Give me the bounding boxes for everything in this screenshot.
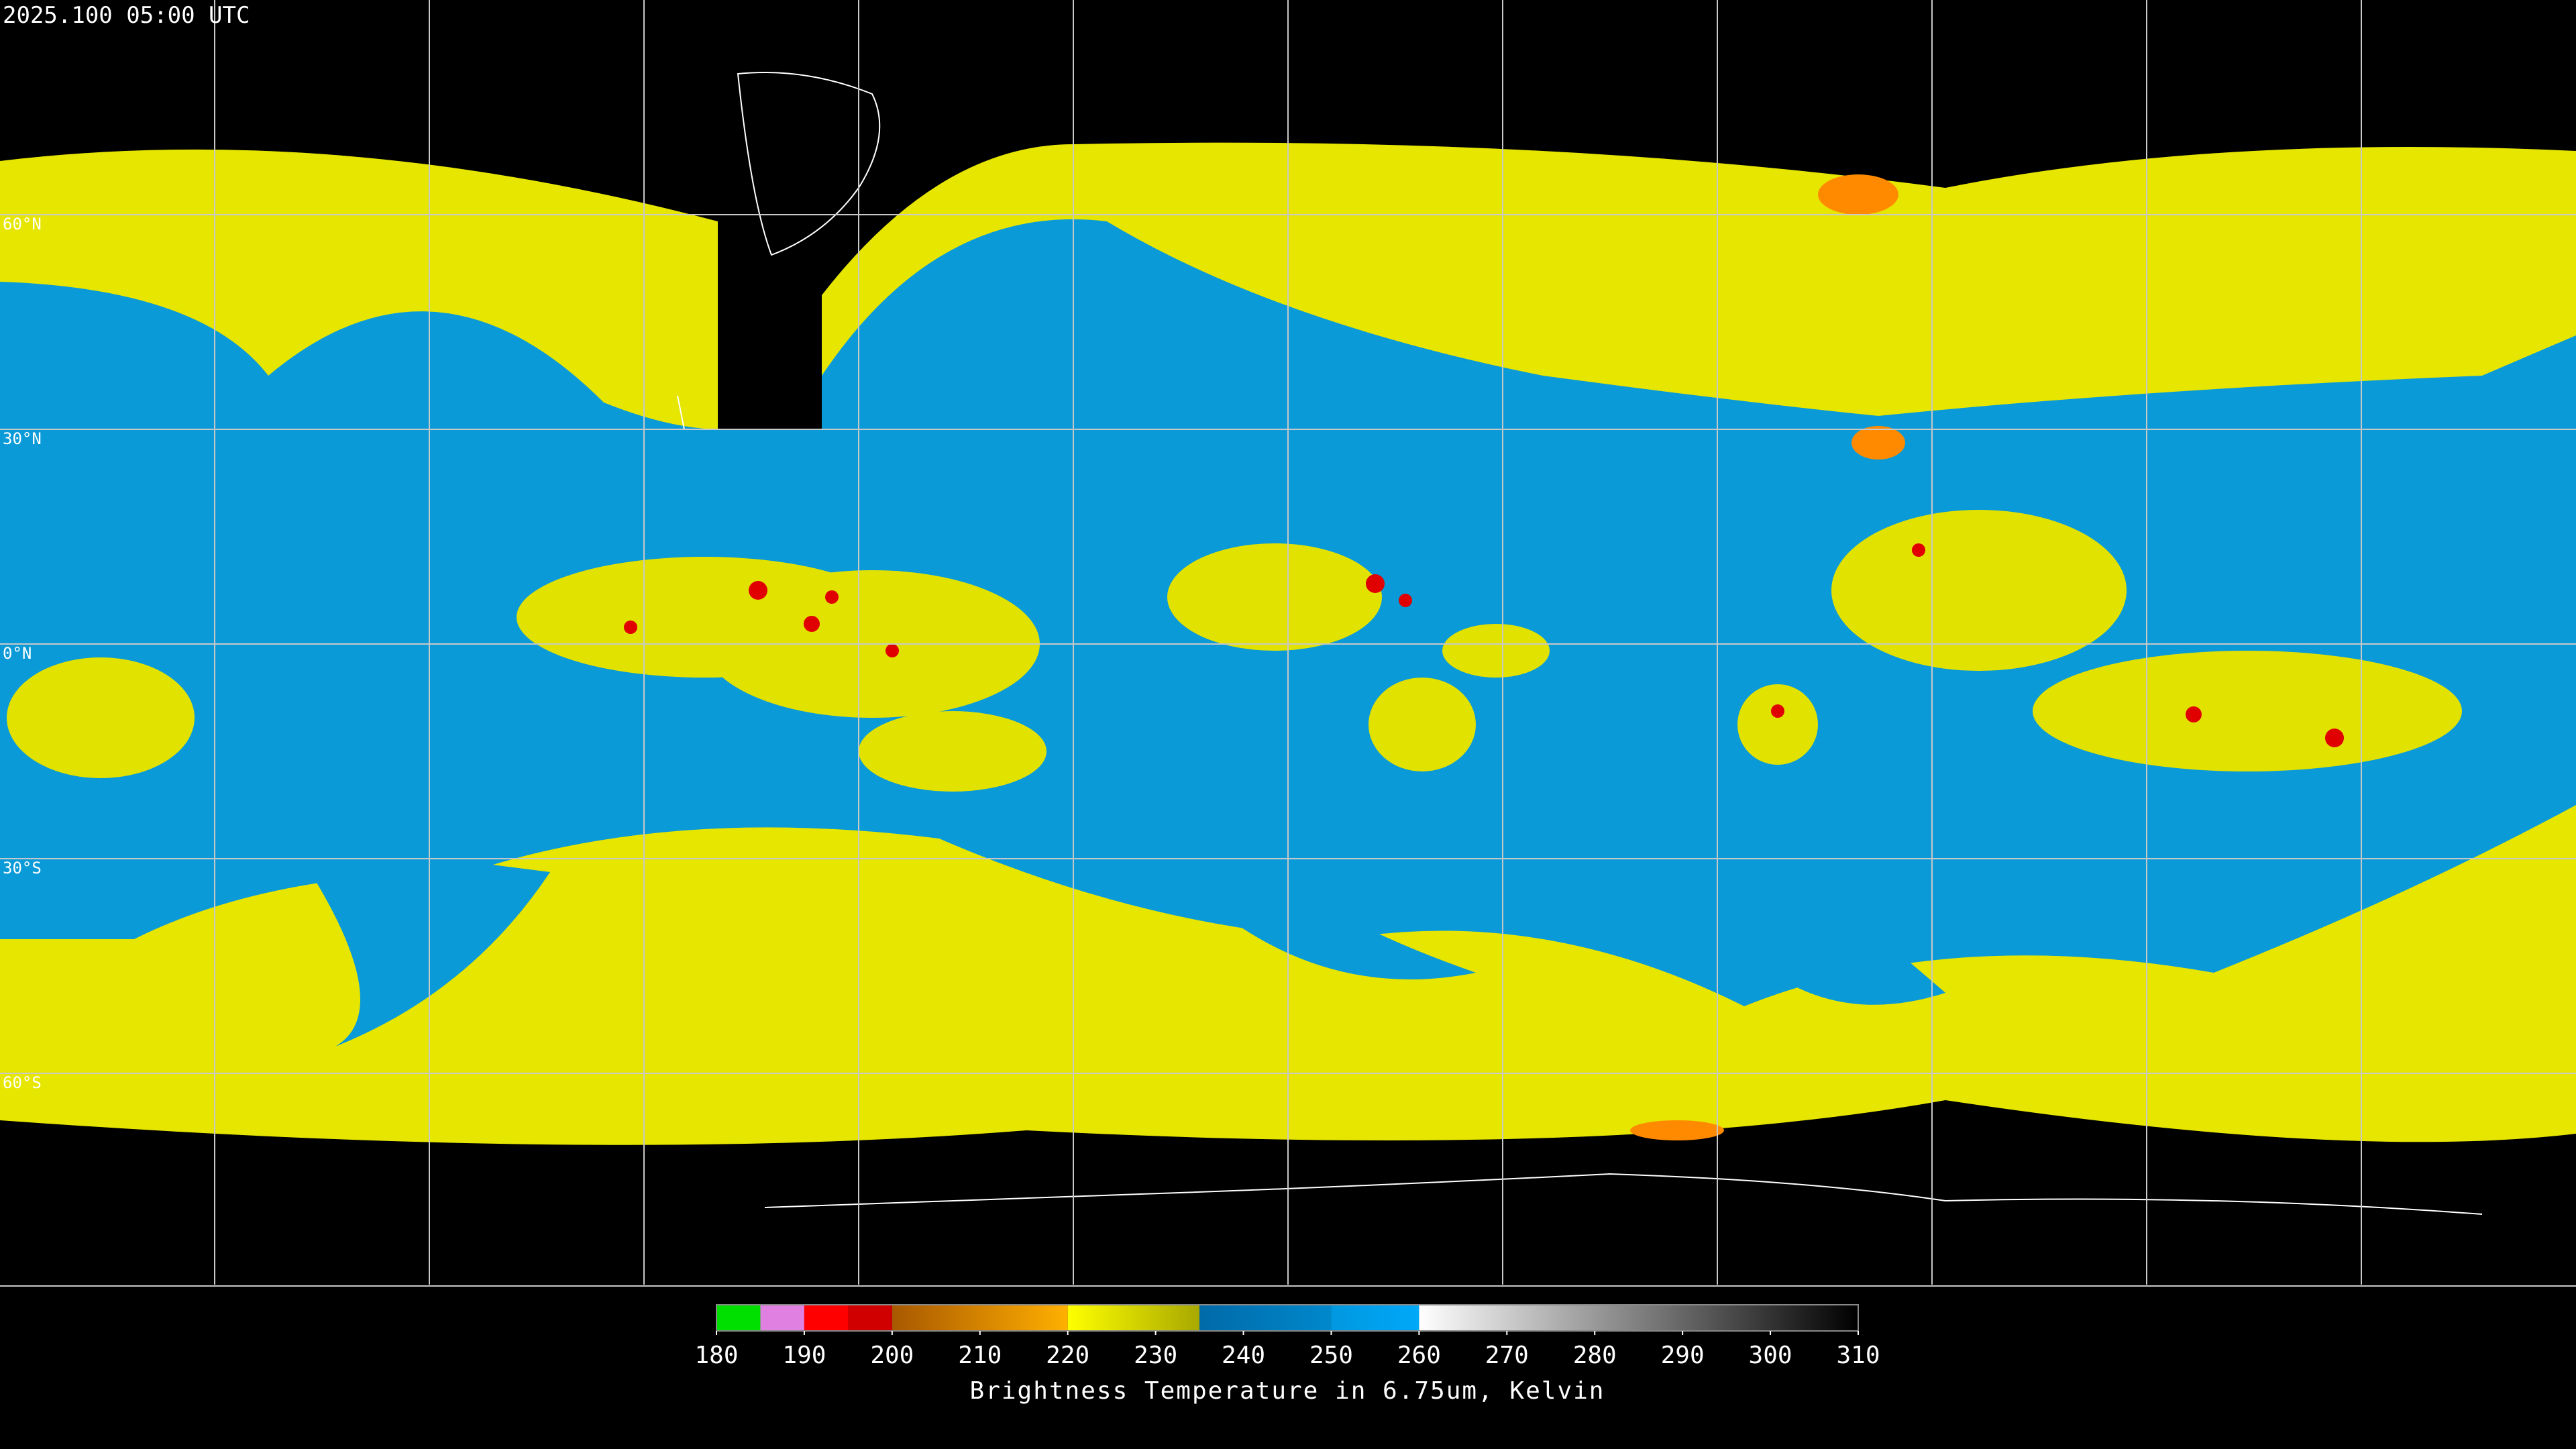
colorbar-label: Brightness Temperature in 6.75um, Kelvin (970, 1377, 1605, 1405)
colorbar: 180 190 200 210 220 230 240 250 260 270 280 290 300 3… (694, 1304, 1880, 1405)
colorbar-segment (760, 1305, 804, 1331)
colorbar-segment (1419, 1305, 1858, 1331)
colorbar-segment (892, 1305, 1068, 1331)
colorbar-tick-label: 290 (1661, 1342, 1705, 1369)
colorbar-segment (716, 1305, 761, 1331)
colorbar-tick-label: 250 (1309, 1342, 1353, 1369)
timestamp: 2025.100 05:00 UTC (3, 2, 250, 29)
colorbar-tick-label: 180 (694, 1342, 738, 1369)
colorbar-tick-label: 230 (1134, 1342, 1177, 1369)
colorbar-segment (804, 1305, 849, 1331)
colorbar-tick-label: 270 (1485, 1342, 1529, 1369)
colorbar-tick-label: 310 (1836, 1342, 1880, 1369)
colorbar-frame (716, 1304, 1859, 1332)
lat-label: 60°N (3, 215, 42, 233)
deep-convection (624, 543, 2344, 747)
colorbar-segment (848, 1305, 892, 1331)
lat-label: 60°S (3, 1073, 42, 1092)
lat-labels: 60°N 30°N 0°N 30°S 60°S (3, 215, 42, 1092)
colorbar-tick-label: 260 (1397, 1342, 1441, 1369)
graticule (0, 0, 2576, 1287)
convection (7, 510, 2462, 792)
lat-label: 30°S (3, 859, 42, 877)
colorbar-tick-label: 190 (782, 1342, 826, 1369)
colorbar-tick-label: 240 (1222, 1342, 1265, 1369)
colorbar-segment (1199, 1305, 1332, 1331)
colorbar-tick-label: 280 (1573, 1342, 1617, 1369)
lat-label: 0°N (3, 644, 32, 663)
colorbar-tick-label: 220 (1046, 1342, 1089, 1369)
colorbar-tick-label: 300 (1749, 1342, 1792, 1369)
colorbar-tick-label: 200 (870, 1342, 914, 1369)
colorbar-segment (1067, 1305, 1200, 1331)
colorbar-segment (1331, 1305, 1419, 1331)
lat-label: 30°N (3, 429, 42, 448)
colorbar-tick-label: 210 (958, 1342, 1002, 1369)
cold-tops (1630, 174, 1905, 1140)
